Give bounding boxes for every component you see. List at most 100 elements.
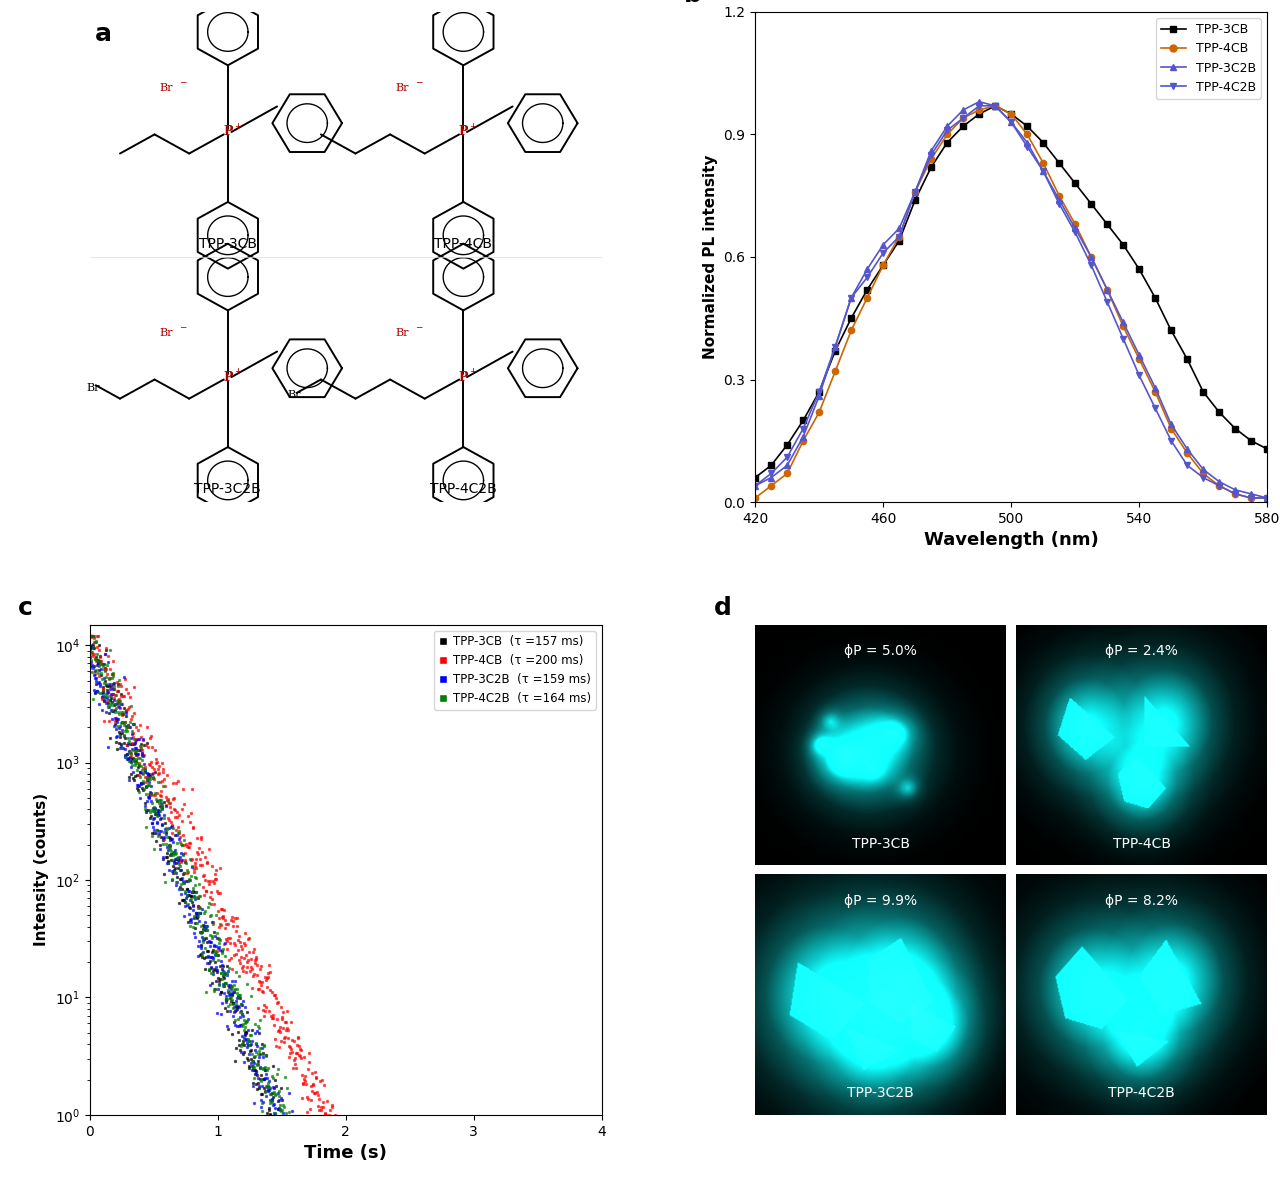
TPP-4C2B	[1004, 115, 1019, 129]
TPP-3CB	[1020, 119, 1036, 133]
TPP-4C2B	[860, 270, 876, 285]
TPP-3C2B	[955, 103, 972, 117]
TPP-4C2B	[1180, 458, 1196, 472]
Text: TPP-4CB: TPP-4CB	[434, 237, 493, 251]
TPP-4C2B	[844, 291, 859, 305]
Line: TPP-3C2B: TPP-3C2B	[753, 98, 1270, 502]
TPP-3C2B	[1164, 417, 1179, 432]
TPP-4CB	[1260, 491, 1275, 505]
TPP-3CB	[828, 344, 844, 358]
TPP-4C2B	[1052, 197, 1068, 211]
Line: TPP-4C2B: TPP-4C2B	[753, 103, 1270, 502]
Text: Br: Br	[160, 83, 173, 93]
TPP-4CB	[972, 103, 987, 117]
TPP-4CB	[924, 152, 940, 166]
TPP-4C2B	[812, 384, 827, 398]
TPP-3C2B	[1244, 486, 1260, 500]
TPP-3CB	[1164, 324, 1179, 338]
TPP-4C2B	[940, 123, 955, 138]
TPP-4CB	[1068, 217, 1083, 231]
TPP-4C2B	[1228, 486, 1243, 500]
TPP-4CB	[1052, 189, 1068, 203]
Line: TPP-4CB: TPP-4CB	[753, 103, 1270, 502]
TPP-4C2B	[1100, 295, 1115, 310]
TPP-3C2B	[1083, 250, 1098, 264]
TPP-3C2B	[940, 119, 955, 133]
TPP-3CB	[1004, 107, 1019, 121]
TPP-4CB	[1100, 282, 1115, 296]
TPP-3CB	[748, 471, 763, 485]
TPP-4C2B	[908, 185, 923, 199]
Text: +: +	[234, 122, 241, 130]
TPP-4C2B	[828, 339, 844, 353]
TPP-4C2B	[1083, 259, 1098, 273]
TPP-3CB	[1083, 197, 1098, 211]
Legend: TPP-3CB  (τ =157 ms), TPP-4CB  (τ =200 ms), TPP-3C2B  (τ =159 ms), TPP-4C2B  (τ : TPP-3CB (τ =157 ms), TPP-4CB (τ =200 ms)…	[434, 631, 595, 709]
TPP-3C2B	[1196, 463, 1211, 477]
TPP-4CB	[955, 111, 972, 126]
TPP-4C2B	[1148, 401, 1164, 415]
Text: −: −	[179, 323, 187, 332]
TPP-4CB	[844, 324, 859, 338]
Text: −: −	[415, 77, 422, 87]
TPP-3CB	[1260, 442, 1275, 457]
TPP-4CB	[1196, 466, 1211, 480]
TPP-3C2B	[860, 262, 876, 276]
TPP-4CB	[1004, 107, 1019, 121]
X-axis label: Wavelength (nm): Wavelength (nm)	[924, 531, 1098, 549]
TPP-3C2B	[1020, 135, 1036, 149]
TPP-3CB	[955, 119, 972, 133]
Text: TPP-3CB: TPP-3CB	[198, 237, 257, 251]
TPP-4CB	[796, 434, 812, 448]
TPP-3C2B	[1004, 115, 1019, 129]
TPP-4CB	[1244, 491, 1260, 505]
Text: Br: Br	[87, 383, 100, 393]
Text: TPP-3C2B: TPP-3C2B	[195, 483, 261, 497]
TPP-3C2B	[1260, 491, 1275, 505]
TPP-3CB	[1148, 291, 1164, 305]
Text: TPP-4C2B: TPP-4C2B	[1108, 1086, 1175, 1101]
TPP-4C2B	[988, 98, 1004, 113]
TPP-4C2B	[1068, 225, 1083, 240]
X-axis label: Time (s): Time (s)	[305, 1144, 387, 1162]
TPP-3CB	[796, 413, 812, 427]
TPP-3CB	[1244, 434, 1260, 448]
TPP-3CB	[763, 458, 778, 472]
TPP-4C2B	[1164, 434, 1179, 448]
TPP-3C2B	[1116, 315, 1132, 330]
Text: P: P	[223, 126, 233, 139]
Text: TPP-3CB: TPP-3CB	[851, 836, 910, 850]
TPP-4CB	[1228, 486, 1243, 500]
TPP-3C2B	[748, 479, 763, 493]
TPP-3C2B	[812, 389, 827, 403]
Text: ϕP = 8.2%: ϕP = 8.2%	[1105, 894, 1179, 907]
TPP-3CB	[1180, 352, 1196, 366]
Text: +: +	[470, 366, 476, 376]
Text: ϕP = 2.4%: ϕP = 2.4%	[1106, 644, 1178, 658]
TPP-3C2B	[1068, 222, 1083, 236]
Text: P: P	[458, 126, 468, 139]
TPP-3C2B	[988, 98, 1004, 113]
TPP-4CB	[1180, 446, 1196, 460]
TPP-3C2B	[1132, 347, 1147, 362]
TPP-4CB	[828, 364, 844, 378]
TPP-3CB	[972, 107, 987, 121]
Text: d: d	[714, 595, 732, 620]
Text: ϕP = 5.0%: ϕP = 5.0%	[845, 644, 916, 658]
TPP-4CB	[1212, 479, 1228, 493]
TPP-3C2B	[924, 144, 940, 158]
TPP-4C2B	[1020, 140, 1036, 154]
TPP-4C2B	[1116, 332, 1132, 346]
TPP-3CB	[1068, 177, 1083, 191]
Text: −: −	[179, 77, 187, 87]
Line: TPP-3CB: TPP-3CB	[753, 103, 1270, 480]
TPP-3C2B	[780, 458, 795, 472]
TPP-3C2B	[1180, 442, 1196, 457]
TPP-3CB	[780, 438, 795, 452]
TPP-3C2B	[1100, 282, 1115, 296]
TPP-3C2B	[972, 95, 987, 109]
TPP-3CB	[876, 259, 891, 273]
TPP-4C2B	[1036, 164, 1051, 178]
TPP-3CB	[1100, 217, 1115, 231]
TPP-4C2B	[796, 421, 812, 435]
